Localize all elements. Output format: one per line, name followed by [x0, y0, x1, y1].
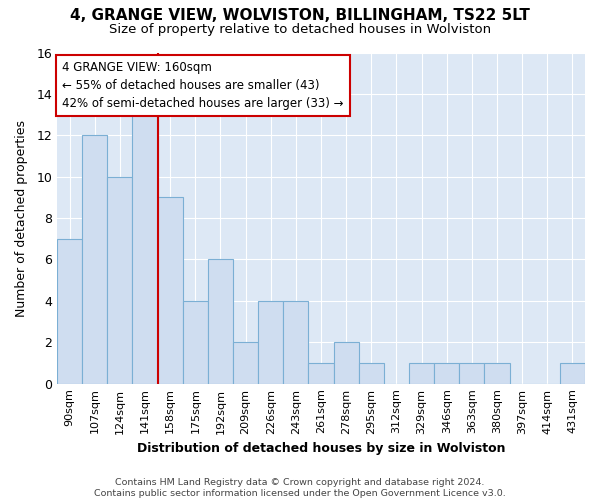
Bar — [133, 114, 158, 384]
Bar — [308, 363, 334, 384]
Bar — [158, 198, 183, 384]
Bar — [107, 176, 133, 384]
Bar — [82, 136, 107, 384]
Bar — [258, 301, 283, 384]
Bar — [484, 363, 509, 384]
Bar — [183, 301, 208, 384]
Text: 4 GRANGE VIEW: 160sqm
← 55% of detached houses are smaller (43)
42% of semi-deta: 4 GRANGE VIEW: 160sqm ← 55% of detached … — [62, 61, 344, 110]
Y-axis label: Number of detached properties: Number of detached properties — [15, 120, 28, 316]
X-axis label: Distribution of detached houses by size in Wolviston: Distribution of detached houses by size … — [137, 442, 505, 455]
Text: Size of property relative to detached houses in Wolviston: Size of property relative to detached ho… — [109, 22, 491, 36]
Bar — [560, 363, 585, 384]
Bar — [283, 301, 308, 384]
Text: Contains HM Land Registry data © Crown copyright and database right 2024.
Contai: Contains HM Land Registry data © Crown c… — [94, 478, 506, 498]
Bar — [409, 363, 434, 384]
Bar — [334, 342, 359, 384]
Bar — [57, 239, 82, 384]
Bar — [233, 342, 258, 384]
Bar — [460, 363, 484, 384]
Bar — [359, 363, 384, 384]
Text: 4, GRANGE VIEW, WOLVISTON, BILLINGHAM, TS22 5LT: 4, GRANGE VIEW, WOLVISTON, BILLINGHAM, T… — [70, 8, 530, 22]
Bar — [434, 363, 460, 384]
Bar — [208, 260, 233, 384]
